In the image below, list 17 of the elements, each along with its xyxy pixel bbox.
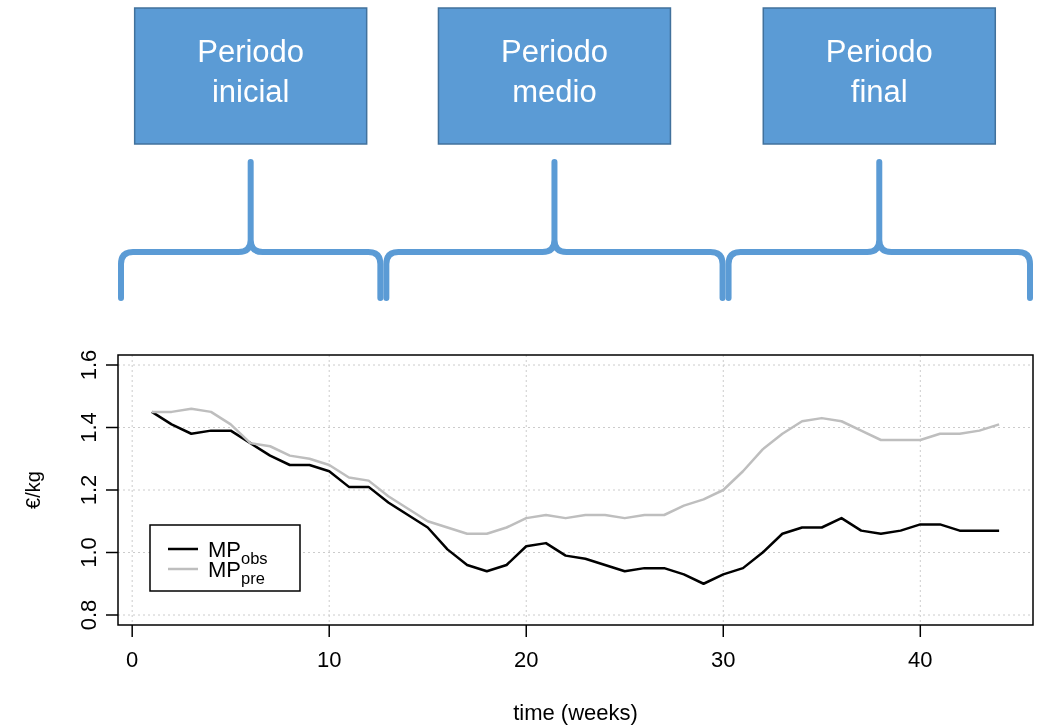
x-axis-title: time (weeks) [513,700,638,725]
y-tick-label: 1.4 [76,412,101,443]
y-tick-label: 1.2 [76,474,101,506]
x-tick-label: 10 [316,647,342,672]
x-tick-label: 20 [514,647,539,672]
x-tick-label: 30 [711,647,736,672]
x-tick-label: 0 [126,647,139,672]
y-tick-label: 0.8 [76,599,101,631]
text: Periodo medio [501,34,608,109]
line-series [150,407,1001,535]
y-axis-title: €/kg [22,471,44,509]
text: Periodo final [825,34,933,109]
y-tick-label: 1.6 [76,349,101,381]
text: Periodo inicial [197,34,305,109]
line-series [150,410,1001,585]
x-tick-label: 40 [908,647,933,672]
y-tick-label: 1.0 [76,537,101,568]
